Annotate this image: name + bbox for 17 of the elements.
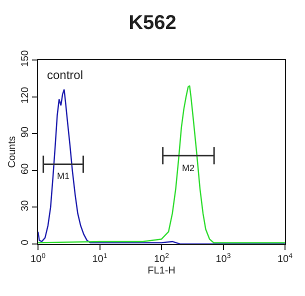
annotation: M2 [182,163,195,173]
y-tick-label: 90 [20,126,31,138]
x-tick-label: 10$^{4}$ [277,252,293,266]
chart-title: K562 [128,12,176,34]
y-tick-label: 30 [20,200,31,212]
y-tick-label: 60 [20,162,31,174]
x-tick-label: 10$^{1}$ [92,252,108,266]
annotation: M1 [57,171,70,181]
y-tick-label: 150 [20,50,31,67]
x-tick-label: 10$^{3}$ [216,252,231,266]
y-tick-label: 0 [20,239,31,246]
y-axis-title: Counts [6,136,18,168]
x-tick-label: 10$^{2}$ [154,252,170,266]
annotation: control [47,68,84,82]
y-tick-label: 120 [20,86,31,104]
x-axis-title: FL1-H [148,266,176,277]
x-tick-label: 10$^{0}$ [30,252,46,266]
